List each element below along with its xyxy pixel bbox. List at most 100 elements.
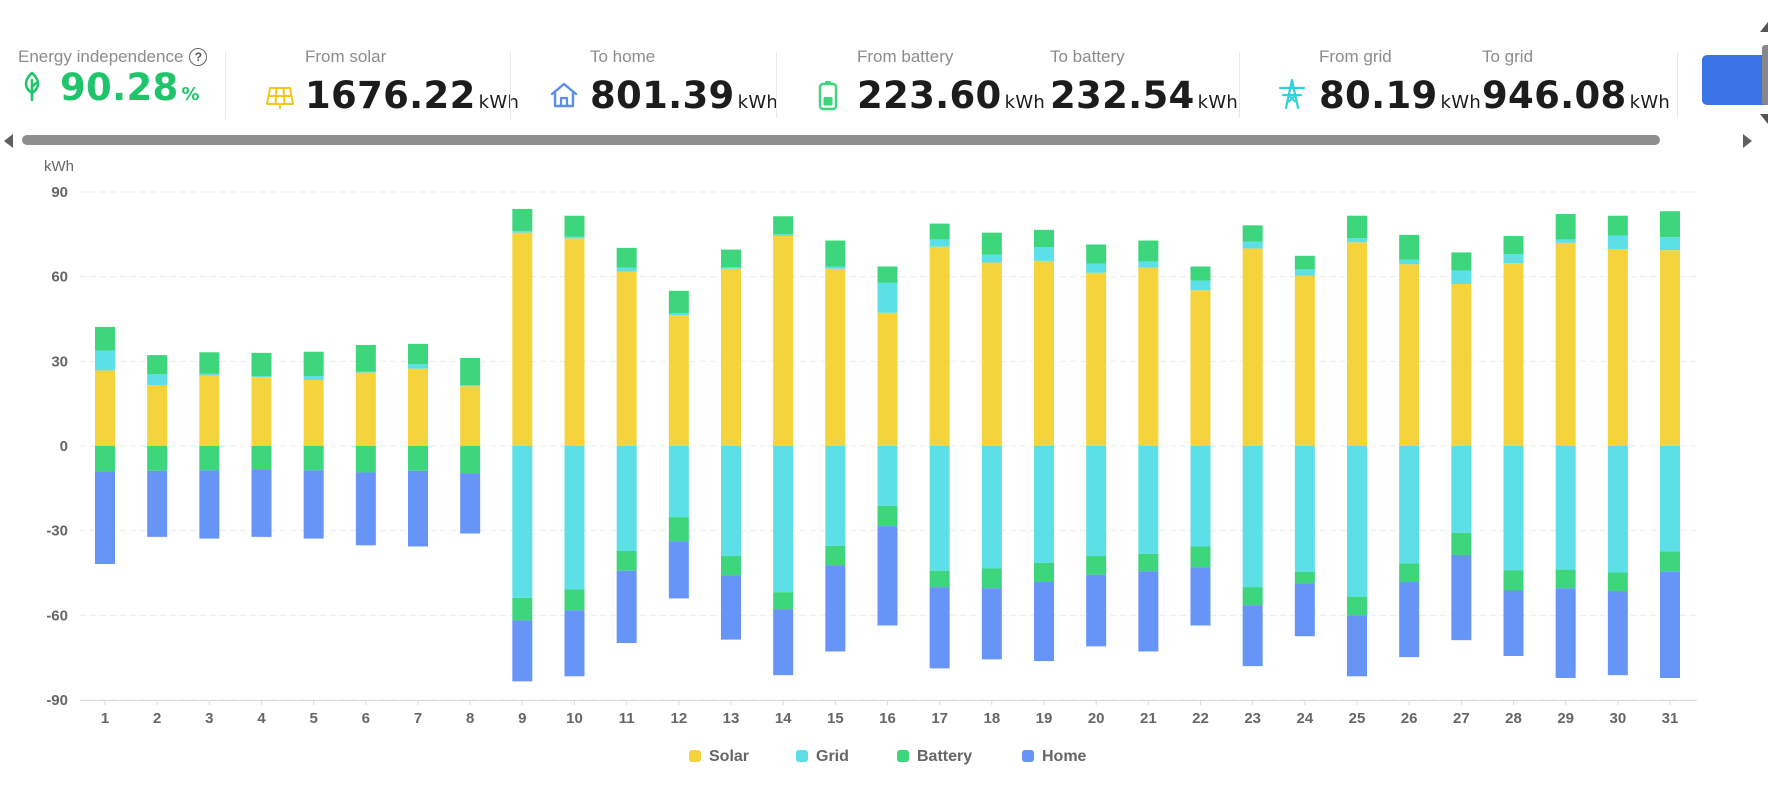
bar-segment-battery-positive[interactable] [721, 249, 741, 268]
bar-segment-grid-positive[interactable] [251, 376, 272, 378]
bar-segment-battery-negative[interactable] [303, 446, 324, 471]
bar-segment-battery-negative[interactable] [616, 550, 637, 571]
bar-segment-grid-positive[interactable] [408, 364, 428, 369]
bar-segment-grid-positive[interactable] [1294, 269, 1315, 276]
bar-segment-battery-negative[interactable] [929, 570, 950, 588]
bar-segment-battery-negative[interactable] [1086, 556, 1107, 575]
bar-segment-home-negative[interactable] [95, 471, 115, 564]
bar-segment-battery-positive[interactable] [147, 355, 168, 375]
bar-segment-solar-positive[interactable] [564, 238, 585, 446]
bar-segment-battery-positive[interactable] [1190, 266, 1211, 281]
bar-segment-grid-negative[interactable] [1503, 446, 1524, 571]
bar-segment-battery-positive[interactable] [1660, 211, 1680, 238]
bar-segment-battery-positive[interactable] [825, 240, 846, 267]
bar-segment-battery-negative[interactable] [1660, 551, 1680, 572]
bar-segment-grid-positive[interactable] [1242, 241, 1263, 249]
bar-segment-solar-positive[interactable] [721, 268, 741, 446]
bar-segment-solar-positive[interactable] [1138, 267, 1159, 446]
bar-segment-home-negative[interactable] [1086, 574, 1107, 647]
bar-segment-home-negative[interactable] [355, 472, 376, 546]
bar-segment-battery-positive[interactable] [1138, 240, 1159, 262]
bar-segment-battery-negative[interactable] [1294, 571, 1315, 584]
bar-segment-solar-positive[interactable] [616, 271, 637, 446]
bar-segment-grid-negative[interactable] [1190, 446, 1211, 547]
bar-segment-battery-positive[interactable] [1242, 225, 1263, 242]
bar-segment-battery-negative[interactable] [1399, 563, 1420, 583]
bar-segment-grid-positive[interactable] [1034, 247, 1054, 261]
bar-segment-home-negative[interactable] [929, 587, 950, 669]
bar-segment-home-negative[interactable] [564, 610, 585, 677]
bar-segment-grid-positive[interactable] [147, 374, 168, 386]
bar-segment-battery-negative[interactable] [773, 592, 794, 610]
bar-segment-grid-negative[interactable] [929, 446, 950, 571]
bar-segment-grid-positive[interactable] [95, 350, 115, 371]
legend-item-grid[interactable]: Grid [796, 748, 849, 766]
bar-segment-solar-positive[interactable] [355, 372, 376, 446]
bar-segment-home-negative[interactable] [1138, 571, 1159, 652]
bar-segment-home-negative[interactable] [616, 570, 637, 643]
bar-segment-solar-positive[interactable] [303, 379, 324, 446]
bar-segment-battery-positive[interactable] [1399, 234, 1420, 260]
bar-segment-grid-negative[interactable] [981, 446, 1002, 569]
bar-segment-home-negative[interactable] [668, 541, 689, 599]
scroll-right-arrow-icon[interactable] [1743, 134, 1752, 148]
bar-segment-solar-positive[interactable] [1555, 242, 1576, 446]
bar-segment-battery-positive[interactable] [877, 266, 898, 283]
bar-segment-home-negative[interactable] [1034, 582, 1054, 662]
bar-segment-battery-negative[interactable] [1034, 562, 1054, 583]
bar-segment-solar-positive[interactable] [1086, 272, 1107, 446]
bar-segment-grid-negative[interactable] [773, 446, 794, 593]
bar-segment-solar-positive[interactable] [460, 386, 481, 446]
bar-segment-battery-negative[interactable] [199, 446, 220, 471]
bar-segment-battery-negative[interactable] [668, 517, 689, 542]
legend-item-battery[interactable]: Battery [897, 748, 972, 766]
bar-segment-home-negative[interactable] [1555, 588, 1576, 678]
bar-segment-solar-positive[interactable] [512, 232, 533, 446]
scroll-up-arrow-icon[interactable] [1760, 22, 1768, 32]
bar-segment-battery-negative[interactable] [355, 446, 376, 473]
bar-segment-battery-negative[interactable] [1607, 572, 1628, 592]
bar-segment-home-negative[interactable] [1399, 582, 1420, 658]
bar-segment-battery-positive[interactable] [95, 326, 115, 351]
bar-segment-battery-positive[interactable] [1034, 229, 1054, 248]
bar-segment-home-negative[interactable] [1607, 591, 1628, 676]
bar-segment-battery-positive[interactable] [929, 223, 950, 240]
bar-segment-solar-positive[interactable] [1660, 250, 1680, 446]
bar-segment-battery-positive[interactable] [564, 215, 585, 237]
bar-segment-solar-positive[interactable] [929, 246, 950, 446]
bar-segment-grid-positive[interactable] [199, 373, 220, 376]
bar-segment-solar-positive[interactable] [877, 312, 898, 446]
bar-segment-grid-positive[interactable] [616, 267, 637, 272]
side-action-button[interactable] [1702, 55, 1768, 105]
bar-segment-grid-positive[interactable] [1138, 261, 1159, 268]
bar-segment-grid-positive[interactable] [668, 313, 689, 316]
bar-segment-home-negative[interactable] [773, 609, 794, 676]
bar-segment-battery-negative[interactable] [147, 446, 168, 471]
bar-segment-solar-positive[interactable] [1503, 263, 1524, 446]
help-icon[interactable]: ? [189, 48, 208, 66]
bar-segment-battery-negative[interactable] [825, 545, 846, 566]
bar-segment-grid-positive[interactable] [460, 385, 481, 387]
bar-segment-battery-positive[interactable] [668, 290, 689, 314]
bar-segment-battery-positive[interactable] [355, 344, 376, 372]
bar-segment-home-negative[interactable] [1451, 554, 1472, 641]
bar-segment-grid-positive[interactable] [303, 376, 324, 380]
bar-segment-home-negative[interactable] [303, 470, 324, 539]
bar-segment-solar-positive[interactable] [1607, 249, 1628, 446]
bar-segment-solar-positive[interactable] [773, 236, 794, 446]
bar-segment-grid-negative[interactable] [1086, 446, 1107, 557]
bar-segment-battery-negative[interactable] [460, 446, 481, 474]
bar-segment-solar-positive[interactable] [199, 375, 220, 446]
bar-segment-battery-negative[interactable] [981, 568, 1002, 589]
bar-segment-grid-negative[interactable] [1294, 446, 1315, 572]
bar-segment-battery-positive[interactable] [1294, 255, 1315, 270]
bar-segment-grid-negative[interactable] [721, 446, 741, 557]
bar-segment-battery-positive[interactable] [1451, 252, 1472, 271]
bar-segment-battery-negative[interactable] [251, 446, 272, 470]
bar-segment-battery-positive[interactable] [408, 343, 428, 365]
bar-segment-grid-positive[interactable] [877, 282, 898, 313]
bar-segment-battery-positive[interactable] [512, 208, 533, 231]
bar-segment-home-negative[interactable] [1242, 605, 1263, 667]
bar-segment-solar-positive[interactable] [408, 368, 428, 446]
bar-segment-grid-negative[interactable] [564, 446, 585, 590]
